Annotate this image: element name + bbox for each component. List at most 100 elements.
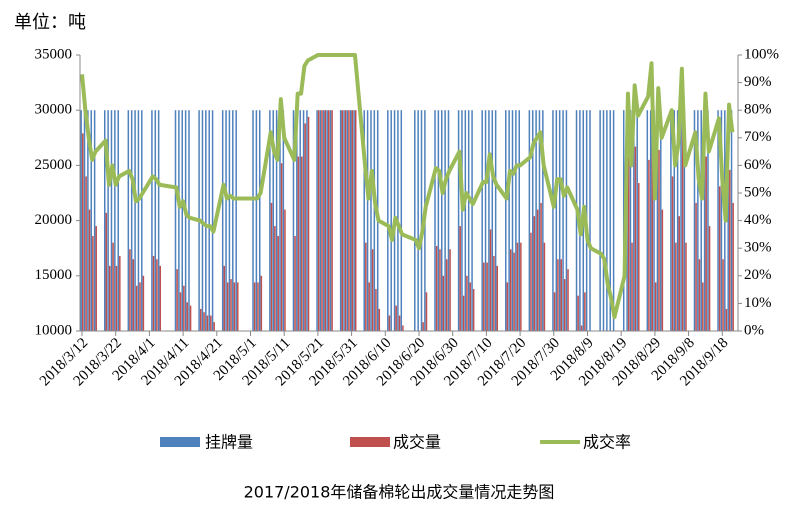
bar [341, 110, 343, 331]
bar [729, 169, 731, 331]
bar [388, 315, 391, 331]
bar [321, 110, 323, 331]
bar [589, 110, 591, 331]
bar [444, 110, 446, 331]
bar [156, 259, 158, 331]
bar [516, 242, 519, 331]
bar [395, 305, 397, 331]
bar [88, 209, 91, 331]
bar [558, 110, 561, 331]
bar [344, 110, 347, 331]
bar [602, 110, 605, 331]
legend-swatch [350, 437, 390, 447]
bar [85, 176, 87, 331]
bar [509, 249, 512, 331]
y2-tick-label: 30% [744, 240, 772, 256]
bar [567, 269, 569, 331]
bar [174, 110, 177, 331]
legend-label: 成交量 [393, 433, 441, 452]
bar [462, 295, 465, 331]
bar [552, 110, 554, 331]
bar [151, 110, 153, 331]
bar [563, 279, 566, 331]
bar [631, 242, 633, 331]
bar [681, 126, 684, 331]
bar [466, 275, 468, 331]
bar [508, 110, 510, 331]
bar [533, 216, 536, 331]
bar [203, 312, 205, 331]
bar [680, 110, 682, 331]
bar [292, 110, 295, 331]
bar [515, 110, 517, 331]
y2-tick-label: 0% [744, 322, 764, 338]
unit-label: 单位：吨 [14, 12, 86, 33]
bar [481, 110, 483, 331]
bar [328, 110, 330, 331]
bar [179, 292, 182, 331]
bar [400, 110, 403, 331]
bar [491, 110, 494, 331]
bar [269, 110, 271, 331]
bar [648, 159, 650, 331]
bar [543, 242, 546, 331]
bar [90, 110, 93, 331]
bar [181, 110, 183, 331]
bar [683, 110, 686, 331]
bar [447, 110, 450, 331]
bar [331, 110, 333, 331]
bar [297, 156, 300, 331]
bar [496, 265, 499, 331]
bar [346, 110, 349, 331]
bar [114, 110, 116, 331]
bar [280, 163, 283, 331]
bar [368, 282, 370, 331]
bar [675, 242, 677, 331]
bar [363, 110, 365, 331]
bar [157, 110, 160, 331]
bar [700, 110, 702, 331]
bar [484, 110, 487, 331]
bar [387, 110, 389, 331]
bar [301, 156, 303, 331]
bar [134, 110, 136, 331]
bar [83, 110, 86, 331]
bar [233, 282, 236, 331]
bar [506, 282, 509, 331]
bar [119, 255, 121, 331]
bar [323, 110, 325, 331]
bar [577, 295, 579, 331]
bar [378, 308, 381, 331]
legend-label: 挂牌量 [205, 433, 253, 452]
bar [339, 110, 342, 331]
bar [354, 110, 357, 331]
bar [606, 110, 608, 331]
bar [439, 249, 441, 331]
bar [154, 110, 157, 331]
bar [693, 110, 696, 331]
bar [459, 226, 461, 331]
bar [186, 302, 188, 331]
bar [326, 110, 328, 331]
bar [302, 110, 305, 331]
bar [536, 209, 539, 331]
bar [373, 110, 376, 331]
bar [139, 282, 141, 331]
bar [176, 269, 178, 331]
bar [634, 146, 637, 331]
bar [93, 110, 96, 331]
bar [226, 282, 229, 331]
bar [670, 110, 672, 331]
bar [130, 110, 133, 331]
bar [108, 265, 111, 331]
bar [518, 110, 520, 331]
bar [343, 110, 345, 331]
bar [472, 289, 475, 331]
bar [232, 110, 234, 331]
y2-tick-label: 90% [744, 74, 772, 90]
bar [676, 110, 679, 331]
bar [275, 110, 278, 331]
bar [627, 156, 630, 331]
bar [697, 110, 699, 331]
